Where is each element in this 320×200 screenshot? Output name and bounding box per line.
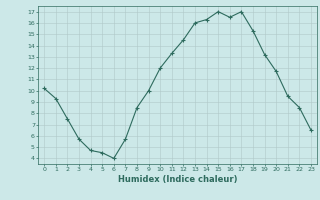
X-axis label: Humidex (Indice chaleur): Humidex (Indice chaleur) [118,175,237,184]
